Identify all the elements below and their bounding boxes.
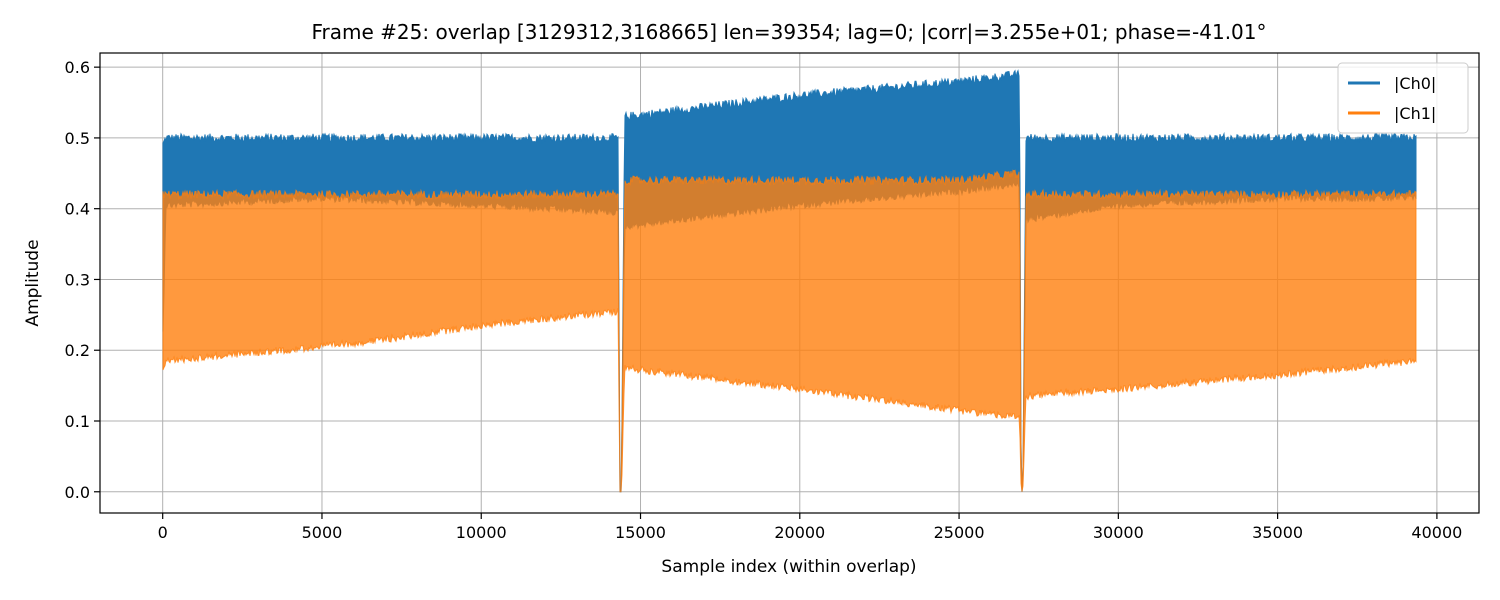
y-tick-label: 0.2 — [65, 341, 90, 360]
y-tick-label: 0.0 — [65, 483, 90, 502]
legend: |Ch0| |Ch1| — [1337, 62, 1469, 134]
series-layer — [162, 69, 1417, 493]
chart-title: Frame #25: overlap [3129312,3168665] len… — [311, 20, 1266, 44]
x-tick-label: 35000 — [1252, 523, 1303, 542]
y-tick-label: 0.4 — [65, 200, 90, 219]
x-tick-label: 10000 — [456, 523, 507, 542]
x-axis-ticks: 0 5000 10000 15000 20000 25000 30000 35000 40000 — [158, 513, 1462, 542]
series-1 — [162, 169, 1417, 493]
y-tick-label: 0.1 — [65, 412, 90, 431]
x-tick-label: 20000 — [774, 523, 825, 542]
x-tick-label: 30000 — [1093, 523, 1144, 542]
legend-label-0: |Ch0| — [1394, 74, 1436, 93]
legend-box — [1337, 62, 1469, 134]
y-tick-label: 0.6 — [65, 58, 90, 77]
x-tick-label: 40000 — [1411, 523, 1462, 542]
y-axis-ticks: 0.0 0.1 0.2 0.3 0.4 0.5 0.6 — [65, 58, 100, 502]
y-tick-label: 0.5 — [65, 129, 90, 148]
x-axis-label: Sample index (within overlap) — [661, 557, 916, 577]
plot-frame — [99, 52, 1480, 514]
series-band-1 — [162, 169, 1417, 493]
x-tick-label: 25000 — [934, 523, 985, 542]
legend-label-1: |Ch1| — [1394, 104, 1436, 123]
x-tick-label: 0 — [158, 523, 168, 542]
x-tick-label: 15000 — [615, 523, 666, 542]
y-tick-label: 0.3 — [65, 270, 90, 289]
x-tick-label: 5000 — [302, 523, 343, 542]
y-axis-label: Amplitude — [23, 239, 43, 326]
